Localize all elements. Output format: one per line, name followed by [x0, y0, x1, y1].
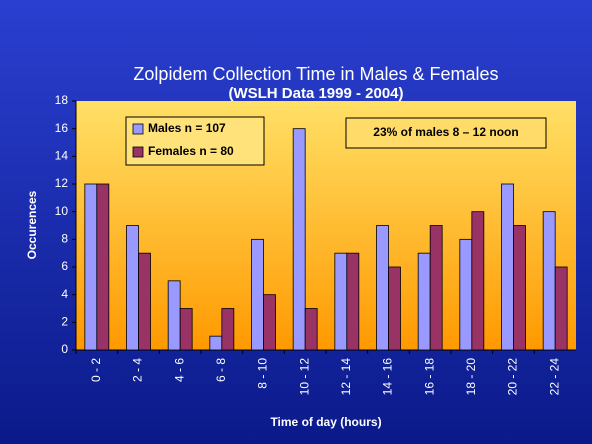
- x-tick-label: 20 - 22: [506, 358, 520, 396]
- bar: [209, 335, 223, 351]
- bar: [429, 225, 443, 351]
- legend-swatch: [132, 146, 144, 158]
- bar: [459, 238, 473, 351]
- y-tick-label: 2: [61, 315, 68, 329]
- legend-label: Males n = 107: [148, 121, 226, 135]
- x-axis-title: Time of day (hours): [270, 415, 381, 429]
- annotation: 23% of males 8 – 12 noon: [373, 125, 518, 139]
- y-tick-label: 0: [61, 342, 68, 356]
- x-tick-label: 0 - 2: [89, 358, 103, 382]
- bar: [417, 252, 431, 351]
- bar: [96, 183, 110, 351]
- chart-title: Zolpidem Collection Time in Males & Fema…: [133, 64, 498, 84]
- bar: [292, 128, 306, 351]
- bar: [471, 211, 485, 351]
- x-tick-label: 16 - 18: [422, 358, 436, 396]
- y-tick-label: 10: [55, 204, 69, 218]
- y-tick-label: 12: [55, 176, 69, 190]
- bar: [501, 183, 514, 351]
- bar: [138, 252, 151, 351]
- x-tick-label: 12 - 14: [339, 358, 353, 396]
- bar: [167, 280, 181, 351]
- bar: [304, 308, 318, 351]
- annotation-box: [345, 117, 547, 149]
- bar: [334, 252, 348, 351]
- x-tick-label: 8 - 10: [256, 358, 270, 389]
- legend-swatch: [132, 123, 144, 135]
- bar: [263, 294, 276, 351]
- x-tick-label: 14 - 16: [381, 358, 395, 396]
- x-tick-label: 18 - 20: [464, 358, 478, 396]
- y-tick-label: 14: [55, 149, 69, 163]
- x-tick-label: 10 - 12: [297, 358, 311, 396]
- bar: [513, 225, 526, 351]
- x-tick-label: 2 - 4: [131, 358, 145, 382]
- bar: [84, 183, 98, 351]
- y-tick-label: 4: [61, 287, 68, 301]
- y-tick-label: 18: [55, 93, 69, 107]
- bar: [221, 308, 235, 351]
- bar: [542, 211, 556, 351]
- chart-subtitle: (WSLH Data 1999 - 2004): [228, 85, 403, 102]
- bar: [388, 266, 401, 351]
- bar: [554, 266, 568, 351]
- x-tick-label: 4 - 6: [172, 358, 186, 382]
- bar: [346, 252, 360, 351]
- y-tick-label: 16: [55, 121, 69, 135]
- bar: [251, 238, 264, 351]
- legend-label: Females n = 80: [148, 144, 234, 158]
- y-tick-label: 8: [61, 232, 68, 246]
- y-axis-title: Occurences: [25, 190, 39, 259]
- bar: [126, 225, 139, 351]
- x-tick-label: 22 - 24: [547, 358, 561, 396]
- legend: [125, 116, 265, 166]
- y-tick-label: 6: [61, 259, 68, 273]
- bar: [179, 308, 193, 351]
- bar: [376, 225, 389, 351]
- x-tick-label: 6 - 8: [214, 358, 228, 382]
